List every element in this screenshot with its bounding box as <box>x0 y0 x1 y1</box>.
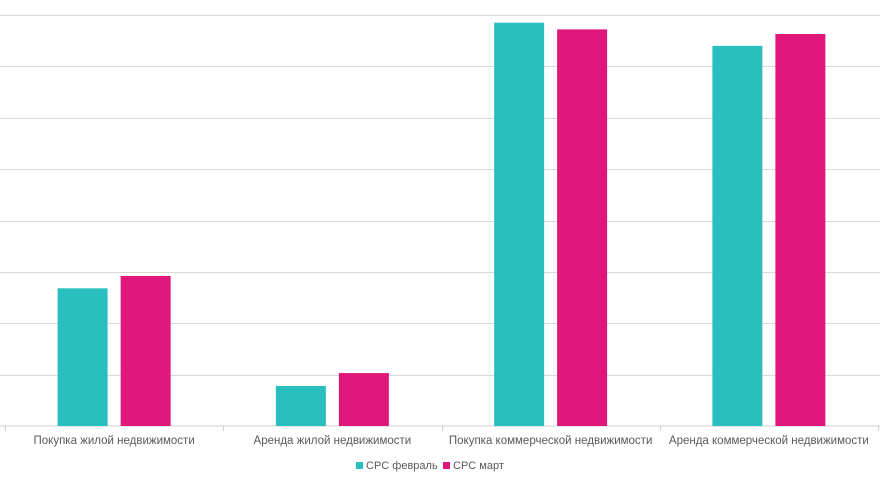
bar-cpc-march <box>120 275 171 426</box>
legend-label-cpc-february: CPC февраль <box>366 460 438 472</box>
legend: CPC февраль CPC март <box>356 460 504 472</box>
category-label: Аренда жилой недвижимости <box>254 435 412 447</box>
category-label: Аренда коммерческой недвижимости <box>669 435 869 447</box>
category-labels: Покупка жилой недвижимости Аренда жилой … <box>34 435 869 447</box>
category-label: Покупка коммерческой недвижимости <box>449 435 653 447</box>
x-axis-ticks <box>5 426 879 431</box>
category-label: Покупка жилой недвижимости <box>34 435 195 447</box>
legend-label-cpc-march: CPC март <box>453 460 504 472</box>
bar-cpc-february <box>494 22 545 427</box>
legend-swatch-cpc-march <box>443 462 450 469</box>
bar-cpc-march <box>775 34 826 426</box>
bar-cpc-february <box>275 385 326 426</box>
bar-cpc-march <box>338 373 389 426</box>
bar-cpc-march <box>557 29 608 426</box>
bar-cpc-february <box>57 288 108 426</box>
legend-swatch-cpc-february <box>356 462 363 469</box>
bars-group <box>57 22 826 427</box>
bar-cpc-february <box>712 45 763 426</box>
